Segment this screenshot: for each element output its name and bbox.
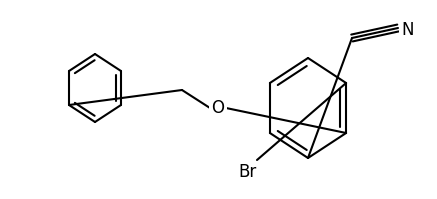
Text: O: O [212,99,225,117]
Text: Br: Br [238,163,256,181]
Text: N: N [402,21,414,39]
